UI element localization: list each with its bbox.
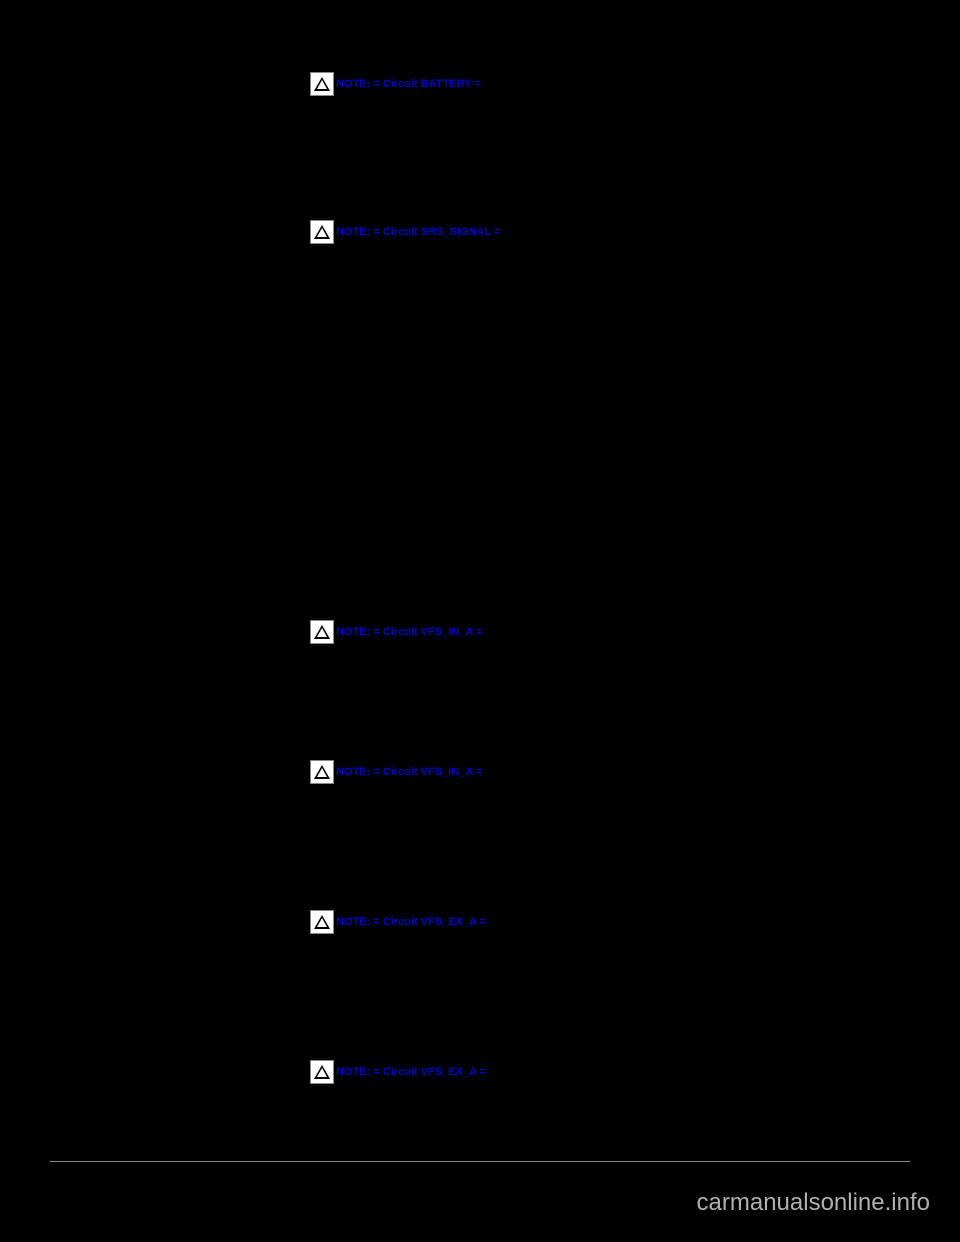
note-label: NOTE: = Circuit VFS_IN_A =	[336, 766, 482, 778]
page-divider	[50, 1161, 910, 1162]
warning-triangle-icon	[310, 220, 334, 244]
note-vfs-ex-a-1: NOTE: = Circuit VFS_EX_A =	[310, 910, 486, 934]
note-srs-signal: NOTE: = Circuit SRS_SIGNAL =	[310, 220, 500, 244]
note-label: NOTE: = Circuit VFS_IN_A =	[336, 626, 482, 638]
note-vfs-in-a-2: NOTE: = Circuit VFS_IN_A =	[310, 760, 482, 784]
note-vfs-ex-a-2: NOTE: = Circuit VFS_EX_A =	[310, 1060, 486, 1084]
note-label: NOTE: = Circuit SRS_SIGNAL =	[336, 226, 500, 238]
warning-triangle-icon	[310, 620, 334, 644]
note-vfs-in-a-1: NOTE: = Circuit VFS_IN_A =	[310, 620, 482, 644]
warning-triangle-icon	[310, 1060, 334, 1084]
note-label: NOTE: = Circuit VFS_EX_A =	[336, 916, 486, 928]
note-label: NOTE: = Circuit VFS_EX_A =	[336, 1066, 486, 1078]
warning-triangle-icon	[310, 910, 334, 934]
note-label: NOTE: = Circuit BATTERY =	[336, 78, 481, 90]
warning-triangle-icon	[310, 72, 334, 96]
watermark-text: carmanualsonline.info	[697, 1189, 930, 1217]
warning-triangle-icon	[310, 760, 334, 784]
note-battery: NOTE: = Circuit BATTERY =	[310, 72, 481, 96]
